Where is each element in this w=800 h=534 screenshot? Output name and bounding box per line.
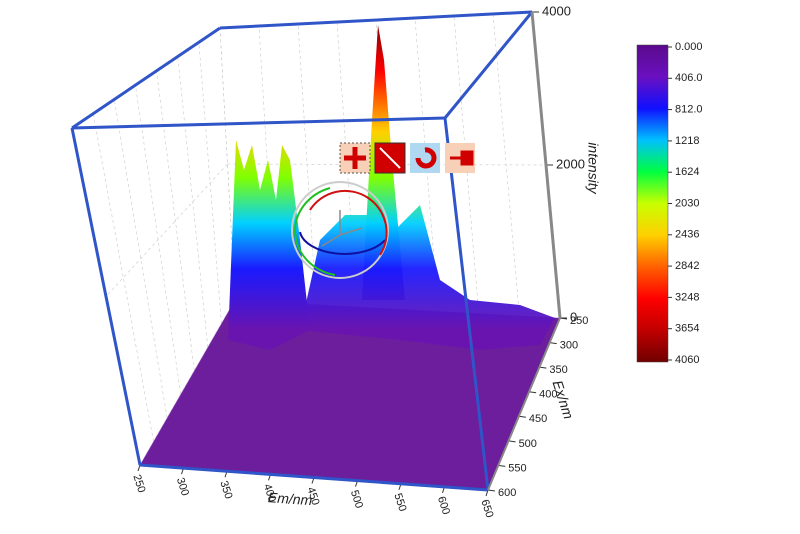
y-tick-label: 250 <box>570 315 588 327</box>
resize-icon <box>379 147 401 169</box>
surface-ridge <box>300 205 555 350</box>
x-tick-label: 500 <box>348 489 365 510</box>
x-tick <box>137 464 141 472</box>
colorbar-tick-label: 0.000 <box>675 41 703 53</box>
grid-line <box>92 113 154 442</box>
colorbar-tick-label: 2842 <box>675 260 699 272</box>
y-tick-label: 500 <box>519 438 537 450</box>
y-tick <box>549 342 557 345</box>
y-tick-label: 300 <box>560 339 578 351</box>
y-tick-label: 550 <box>508 462 526 474</box>
colorbar-tick-label: 3654 <box>675 323 699 335</box>
box-edge <box>443 11 534 119</box>
y-tick <box>498 464 506 467</box>
x-tick-label: 550 <box>391 492 408 513</box>
y-tick <box>518 415 526 418</box>
y-tick <box>508 440 516 443</box>
colorbar-tick-label: 2436 <box>675 229 699 241</box>
axes-front: 250 300 350 400 450 500 550 600 6502503003504004… <box>70 3 588 519</box>
x-tick-label: 400 <box>261 482 278 503</box>
colorbar-tick-label: 1624 <box>675 166 699 178</box>
gizmo-ring <box>291 181 389 279</box>
pin-icon <box>450 150 474 166</box>
x-tick-label: 250 <box>130 473 147 494</box>
gizmo-axis <box>294 187 336 276</box>
z-tick-label: 2000 <box>556 156 585 171</box>
y-tick-label: 600 <box>498 487 516 499</box>
z-axis-title: intensity <box>585 142 601 194</box>
box-edge <box>70 127 142 466</box>
colorbar-tick-label: 4060 <box>675 354 699 366</box>
y-tick-label: 400 <box>539 389 557 401</box>
box-edge <box>71 116 446 130</box>
x-tick-label: 300 <box>174 476 191 497</box>
z-tick-label: 4000 <box>542 3 571 18</box>
y-tick <box>539 366 547 369</box>
move-icon <box>344 147 366 169</box>
surface-peak <box>228 140 310 350</box>
colorbar-tick-label: 406.0 <box>675 72 703 84</box>
y-tick-label: 450 <box>529 413 547 425</box>
y-tick <box>487 489 496 492</box>
box-edge <box>443 117 490 491</box>
x-tick-label: 450 <box>304 486 321 507</box>
box-edge <box>71 26 221 130</box>
grid-line <box>198 42 222 324</box>
colorbar-tick-label: 2030 <box>675 197 699 209</box>
box-edge <box>219 10 533 30</box>
grid-line <box>105 163 228 297</box>
x-tick-label: 350 <box>217 479 234 500</box>
gizmo-axis <box>321 210 363 247</box>
gizmo-axis <box>309 189 388 256</box>
box-edge <box>139 463 489 492</box>
colorbar-tick-label: 812.0 <box>675 104 703 116</box>
colorbar <box>636 44 669 363</box>
surface <box>139 25 561 491</box>
x-tick-label: 650 <box>478 498 495 519</box>
gizmo-axis <box>299 231 386 255</box>
z-tick-label: 0 <box>570 309 577 324</box>
grid-line <box>227 163 547 166</box>
colorbar-tick-label: 3248 <box>675 291 699 303</box>
grid-line <box>177 56 209 348</box>
colorbar-tick-label: 1218 <box>675 135 699 147</box>
grid-line <box>156 70 195 371</box>
y-tick-label: 350 <box>549 364 567 376</box>
rotate-icon <box>415 147 437 169</box>
y-axis-line <box>487 317 561 491</box>
y-tick <box>529 391 537 394</box>
rotation-gizmo <box>291 181 389 279</box>
x-tick-label: 600 <box>435 495 452 516</box>
x-axis-title: Em/nm <box>267 489 313 508</box>
z-axis-line <box>530 11 562 319</box>
toolbar <box>339 142 475 174</box>
grid-line <box>453 15 480 314</box>
